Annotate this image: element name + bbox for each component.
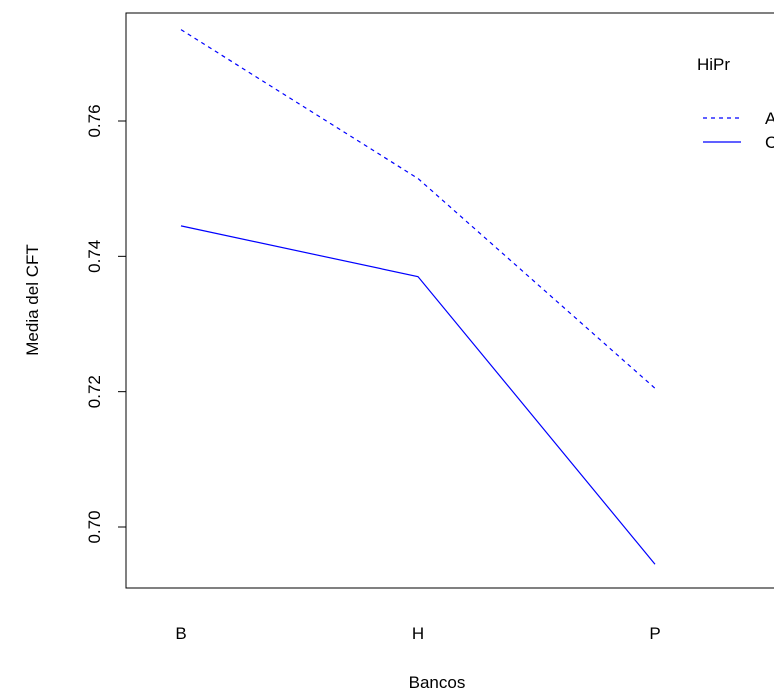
x-tick-label: H [412,624,424,643]
y-axis-title: Media del CFT [23,244,42,355]
series-line-C [180,225,656,565]
legend-label-C: C [765,133,774,152]
legend-title: HiPr [697,55,730,74]
series-line-A [180,29,656,389]
series-layer [180,29,656,565]
legend-items: AC [703,109,774,152]
x-tick-label: B [175,624,186,643]
legend-label-A: A [765,109,774,128]
y-tick-label: 0.72 [85,375,104,408]
y-tick-label: 0.74 [85,240,104,273]
y-axis: 0.70 0.72 0.74 0.76 [85,104,126,544]
legend: HiPr AC [697,55,774,152]
x-tick-label: P [649,624,660,643]
y-tick-label: 0.76 [85,104,104,137]
x-axis-title: Bancos [409,673,466,692]
y-tick-label: 0.70 [85,510,104,543]
plot-frame [125,12,774,589]
